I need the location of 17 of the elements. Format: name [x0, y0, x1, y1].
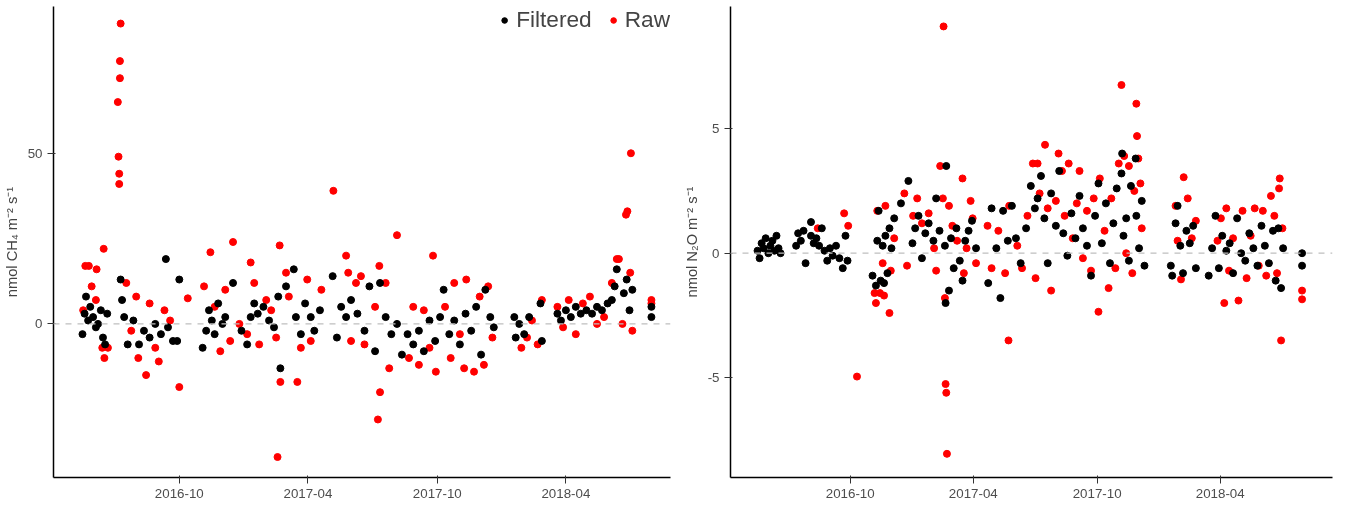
legend-label: Raw	[624, 6, 670, 33]
x-tick-label: 2017-10	[1072, 485, 1122, 501]
y-tick-label: 0	[35, 316, 43, 332]
y-axis-title: nmol N₂O m⁻² s⁻¹	[683, 186, 700, 298]
y-tick-label: 50	[27, 145, 43, 161]
x-tick-label: 2017-10	[412, 485, 462, 501]
legend-label: Filtered	[516, 6, 592, 33]
x-tick-label: 2017-04	[283, 485, 333, 501]
x-tick-label: 2018-04	[541, 485, 591, 501]
y-tick-label: -5	[707, 370, 720, 386]
x-tick-label: 2016-10	[154, 485, 204, 501]
x-tick-label: 2018-04	[1195, 485, 1246, 501]
y-tick-label: 5	[712, 121, 720, 137]
x-tick-label: 2016-10	[825, 485, 875, 501]
y-axis-title: nmol CH₄ m⁻² s⁻¹	[3, 186, 20, 298]
x-tick-label: 2017-04	[948, 485, 999, 501]
y-tick-label: 0	[712, 245, 720, 261]
